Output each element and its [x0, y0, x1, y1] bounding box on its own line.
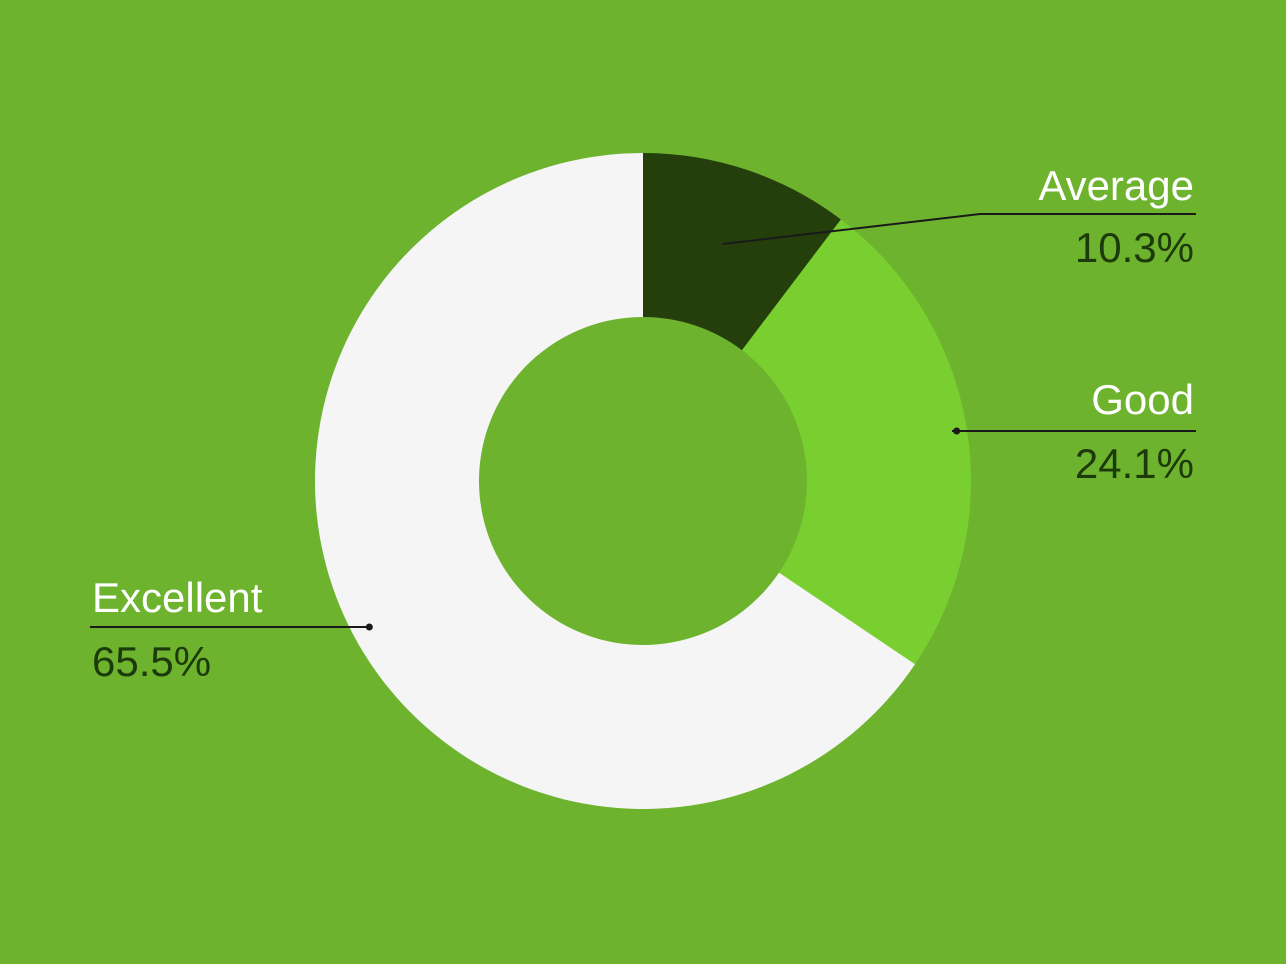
value-good: 24.1%	[1075, 440, 1194, 487]
slice-good	[741, 219, 971, 665]
leader-dot-good	[953, 427, 961, 435]
label-average: Average	[1038, 162, 1194, 209]
label-good: Good	[1091, 376, 1194, 423]
value-excellent: 65.5%	[92, 638, 211, 685]
labels-group: Average 10.3% Good 24.1% Excellent 65.5%	[92, 162, 1194, 685]
label-excellent: Excellent	[92, 574, 263, 621]
leader-lines-group	[90, 213, 1196, 631]
leader-line-average	[722, 213, 1196, 245]
slice-excellent	[315, 153, 916, 809]
slice-average	[643, 153, 841, 351]
leader-dot-excellent	[365, 623, 373, 631]
slices-group	[315, 153, 971, 809]
value-average: 10.3%	[1075, 224, 1194, 271]
